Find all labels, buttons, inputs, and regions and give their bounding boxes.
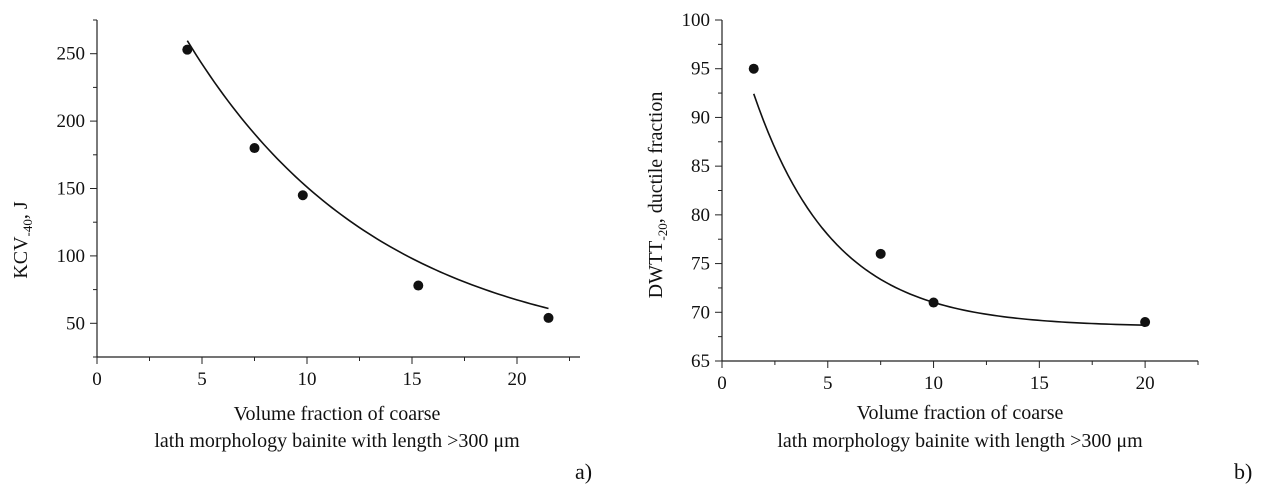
panel-a-x-tick-label: 15 — [403, 369, 422, 390]
panel-b-y-tick-label: 90 — [691, 107, 710, 128]
panel-b-data-point — [1140, 317, 1151, 328]
panel-b-y-tick-label: 100 — [682, 10, 711, 31]
panel-b-data-point — [748, 63, 759, 74]
panel-b-points — [748, 63, 1151, 328]
panel-b-chart: 0 5 10 15 20 65 70 75 80 85 90 95 100 DWTT-20, ducti… — [645, 10, 1252, 484]
panel-a-data-point — [413, 280, 424, 291]
panel-a-x-tick-label: 5 — [197, 369, 207, 390]
panel-b-y-tick-label: 70 — [691, 302, 710, 323]
panel-a-y-tick-label: 250 — [57, 44, 86, 65]
panel-a-data-point — [249, 143, 260, 154]
panel-a-y-tick-label: 200 — [57, 111, 86, 132]
panel-b-x-tick-label: 15 — [1030, 373, 1049, 394]
panel-a-chart: 0 5 10 15 20 50 100 150 200 250 KCV-40, J Volume … — [10, 19, 592, 484]
panel-a-y-tick-label: 100 — [57, 246, 86, 267]
panel-b-data-point — [928, 297, 939, 308]
panel-b-x-axis-title-line2: lath morphology bainite with length >300… — [777, 430, 1143, 452]
panel-a-x-tick-label: 20 — [508, 369, 527, 390]
panel-a-x-tick-label: 10 — [298, 369, 317, 390]
panel-a-points — [182, 44, 554, 323]
panel-b-fit-curve — [752, 93, 1146, 326]
panel-b-x-axis-title-line1: Volume fraction of coarse — [857, 402, 1064, 424]
panel-a-data-point — [297, 190, 308, 201]
panel-a-fit-curve — [186, 40, 549, 310]
panel-b-label: b) — [1234, 459, 1252, 484]
panel-b-ticks: 0 5 10 15 20 65 70 75 80 85 90 95 100 — [682, 10, 1199, 394]
panel-a-x-axis-title-line2: lath morphology bainite with length >300… — [154, 430, 520, 452]
panel-b-x-tick-label: 20 — [1136, 373, 1155, 394]
panel-a-data-point — [543, 312, 554, 323]
panel-a-ticks: 0 5 10 15 20 50 100 150 200 250 — [57, 19, 570, 390]
panel-a-y-tick-label: 150 — [57, 179, 86, 200]
panel-a-y-axis-title: KCV-40, J — [10, 201, 35, 279]
panel-a-y-tick-label: 50 — [66, 313, 85, 334]
panel-a-axes — [96, 20, 580, 358]
panel-b-data-point — [875, 248, 886, 259]
panel-b-y-tick-label: 95 — [691, 59, 710, 80]
panel-b-x-tick-label: 10 — [924, 373, 943, 394]
panel-a-label: a) — [575, 459, 592, 484]
panel-b-y-tick-label: 85 — [691, 156, 710, 177]
panel-b-x-tick-label: 0 — [717, 373, 727, 394]
panel-b-y-tick-label: 75 — [691, 254, 710, 275]
panel-a-data-point — [182, 44, 193, 55]
panel-b-y-tick-label: 65 — [691, 351, 710, 372]
panel-b-y-tick-label: 80 — [691, 205, 710, 226]
panel-a-x-axis-title-line1: Volume fraction of coarse — [234, 403, 441, 425]
panel-a-x-tick-label: 0 — [92, 369, 102, 390]
panel-b-y-axis-title: DWTT-20, ductile fraction — [645, 92, 670, 299]
panel-b-x-tick-label: 5 — [823, 373, 833, 394]
